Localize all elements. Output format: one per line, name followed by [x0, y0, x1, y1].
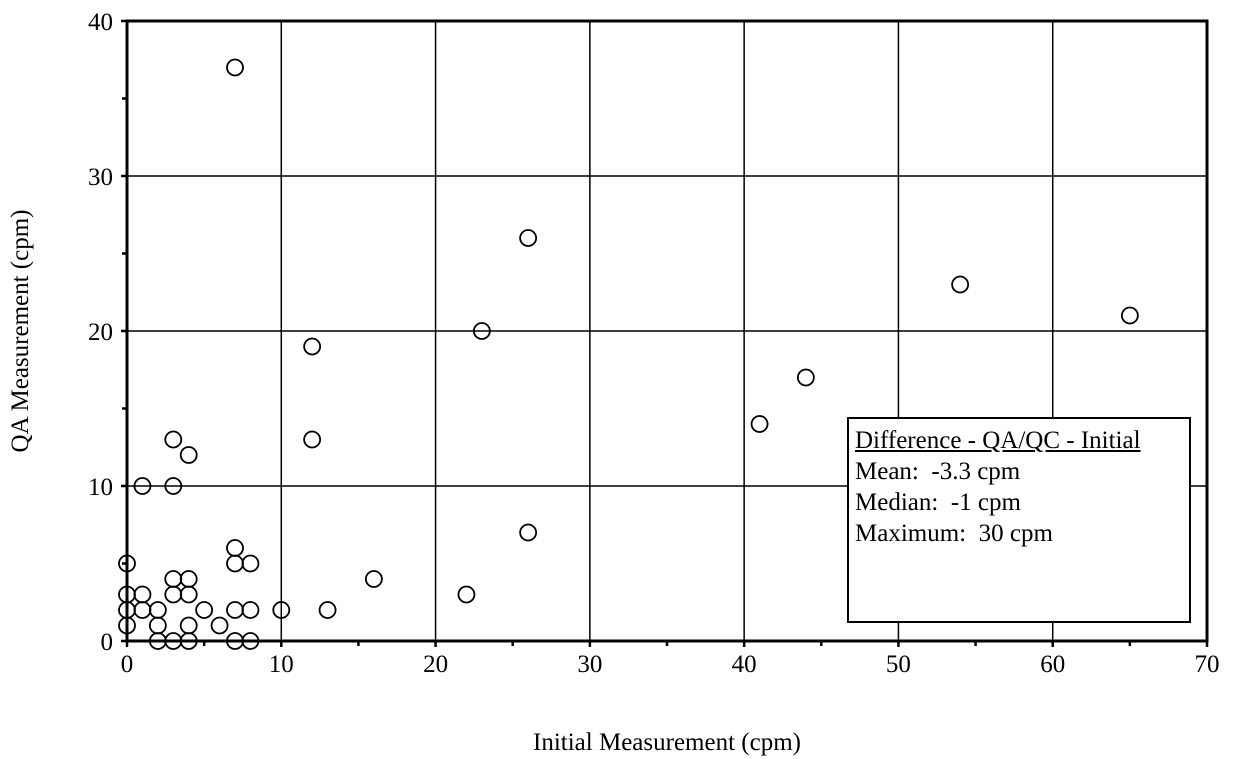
point: [179, 570, 198, 588]
point: [303, 430, 322, 449]
point: [164, 585, 183, 604]
point: [364, 570, 383, 588]
point: [226, 601, 244, 619]
point: [179, 616, 198, 635]
x-tick-label: 70: [1195, 651, 1220, 678]
point: [179, 585, 198, 604]
point: [519, 229, 538, 247]
point: [1120, 306, 1139, 325]
x-axis-label: Initial Measurement (cpm): [533, 729, 801, 756]
y-tick-label: 30: [88, 164, 113, 191]
y-tick-label: 40: [88, 9, 113, 36]
y-tick-label: 0: [101, 629, 114, 656]
x-tick-label: 40: [732, 651, 757, 678]
point: [133, 585, 152, 604]
point: [118, 554, 136, 573]
x-tick-label: 0: [121, 651, 134, 678]
point: [226, 539, 244, 557]
annotation-line: Maximum: 30 cpm: [855, 520, 1053, 547]
annotation-line: Mean: -3.3 cpm: [855, 458, 1021, 485]
annotation-line: Median: -1 cpm: [855, 489, 1021, 516]
point: [210, 616, 229, 635]
point: [241, 632, 260, 650]
point: [133, 601, 152, 619]
x-tick-label: 10: [269, 651, 294, 678]
point: [318, 601, 337, 619]
x-tick-label: 30: [577, 651, 602, 678]
point: [796, 368, 815, 387]
point: [179, 632, 198, 650]
point: [750, 415, 769, 433]
point: [148, 616, 167, 635]
point: [118, 616, 136, 635]
point: [472, 322, 491, 340]
point: [457, 585, 476, 604]
point: [272, 601, 291, 619]
y-tick-label: 20: [88, 319, 113, 346]
point: [241, 601, 260, 619]
point: [133, 477, 152, 495]
point: [226, 58, 244, 77]
y-tick-label: 10: [88, 474, 113, 501]
point: [519, 523, 538, 542]
x-tick-label: 60: [1040, 651, 1065, 678]
annotation-title: Difference - QA/QC - Initial: [855, 427, 1141, 454]
annotation-box: Difference - QA/QC - Initial Mean: -3.3 …: [847, 417, 1191, 623]
point: [226, 554, 244, 573]
point: [241, 554, 260, 573]
x-tick-label: 50: [886, 651, 911, 678]
point: [195, 601, 214, 619]
point: [303, 337, 322, 356]
plot-frame: [125, 19, 1209, 643]
y-axis-label: QA Measurement (cpm): [7, 210, 34, 453]
point: [164, 430, 183, 449]
point: [179, 446, 198, 464]
point: [164, 477, 183, 495]
point: [951, 275, 970, 294]
point: [148, 601, 167, 619]
point: [164, 570, 183, 588]
x-tick-label: 20: [423, 651, 448, 678]
